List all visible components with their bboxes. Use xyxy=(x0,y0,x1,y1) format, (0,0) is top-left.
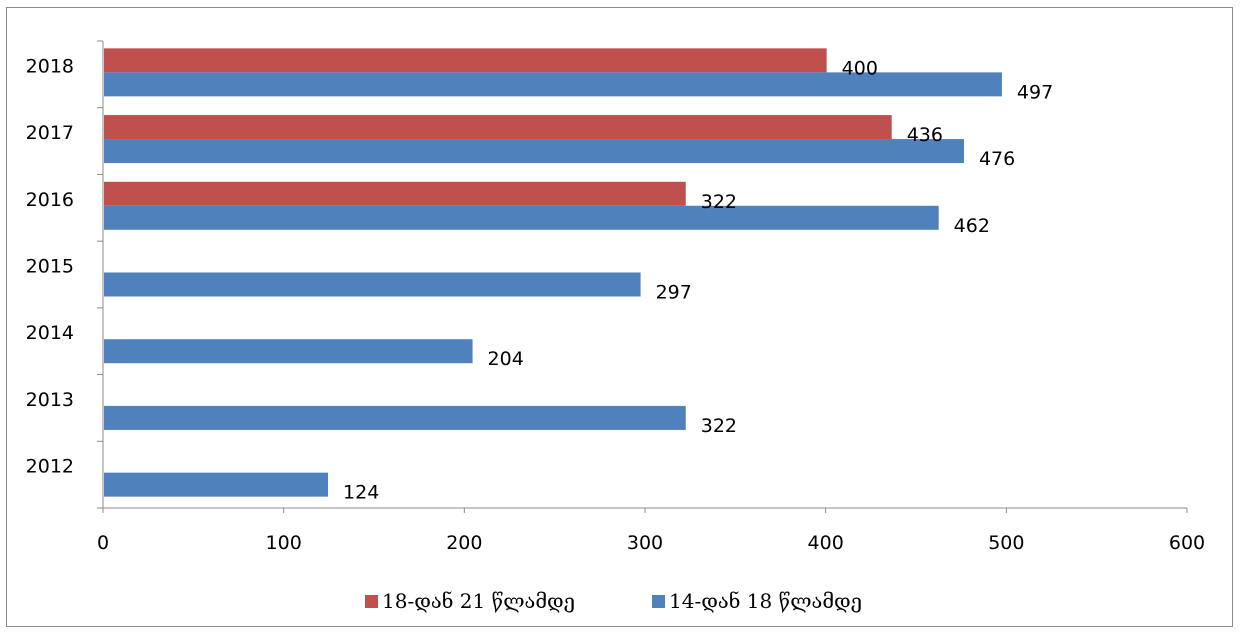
bar xyxy=(104,139,964,164)
x-tick-label: 200 xyxy=(446,532,482,554)
y-tick-label: 2018 xyxy=(26,55,74,77)
x-tick-label: 400 xyxy=(808,532,844,554)
bar-value-label: 322 xyxy=(701,191,737,213)
legend-swatch xyxy=(652,595,665,608)
bar xyxy=(104,115,892,140)
x-tick-label: 0 xyxy=(97,532,109,554)
bar-value-label: 462 xyxy=(954,215,990,237)
legend-label: 18-დან 21 წლამდე xyxy=(382,589,575,613)
bar xyxy=(104,405,686,430)
x-tick-label: 500 xyxy=(988,532,1024,554)
bar-value-label: 497 xyxy=(1017,81,1053,103)
y-tick-label: 2016 xyxy=(26,189,74,211)
axes: 0 100 200 300 400 500 600 2012 2013 2014 2015 2016 2… xyxy=(26,40,1205,554)
bar xyxy=(104,205,939,230)
bar-value-label: 322 xyxy=(701,415,737,437)
y-tick-label: 2017 xyxy=(26,122,74,144)
bar-value-label: 476 xyxy=(979,148,1015,170)
bar xyxy=(104,181,686,206)
bar xyxy=(104,472,329,497)
chart-frame xyxy=(6,7,1233,627)
data-labels: 124 322 204 297 462 322 476 436 497 400 xyxy=(343,57,1053,503)
legend: 18-დან 21 წლამდე 14-დან 18 წლამდე xyxy=(365,589,862,613)
legend-swatch xyxy=(365,595,378,608)
x-tick-label: 300 xyxy=(627,532,663,554)
y-tick-label: 2012 xyxy=(26,456,74,478)
bar xyxy=(104,72,1002,97)
bar-value-label: 400 xyxy=(842,57,878,79)
bar-value-label: 436 xyxy=(907,124,943,146)
legend-label: 14-დან 18 წლამდე xyxy=(669,589,862,613)
x-tick-label: 100 xyxy=(266,532,302,554)
bar-value-label: 124 xyxy=(343,482,379,504)
y-tick-label: 2014 xyxy=(26,322,74,344)
y-tick-label: 2013 xyxy=(26,389,74,411)
bar xyxy=(104,339,473,364)
bar xyxy=(104,272,641,297)
bar-value-label: 204 xyxy=(488,348,524,370)
x-tick-label: 600 xyxy=(1169,532,1205,554)
bars xyxy=(104,48,1002,497)
bar xyxy=(104,48,827,73)
y-tick-label: 2015 xyxy=(26,256,74,278)
bar-value-label: 297 xyxy=(656,282,692,304)
